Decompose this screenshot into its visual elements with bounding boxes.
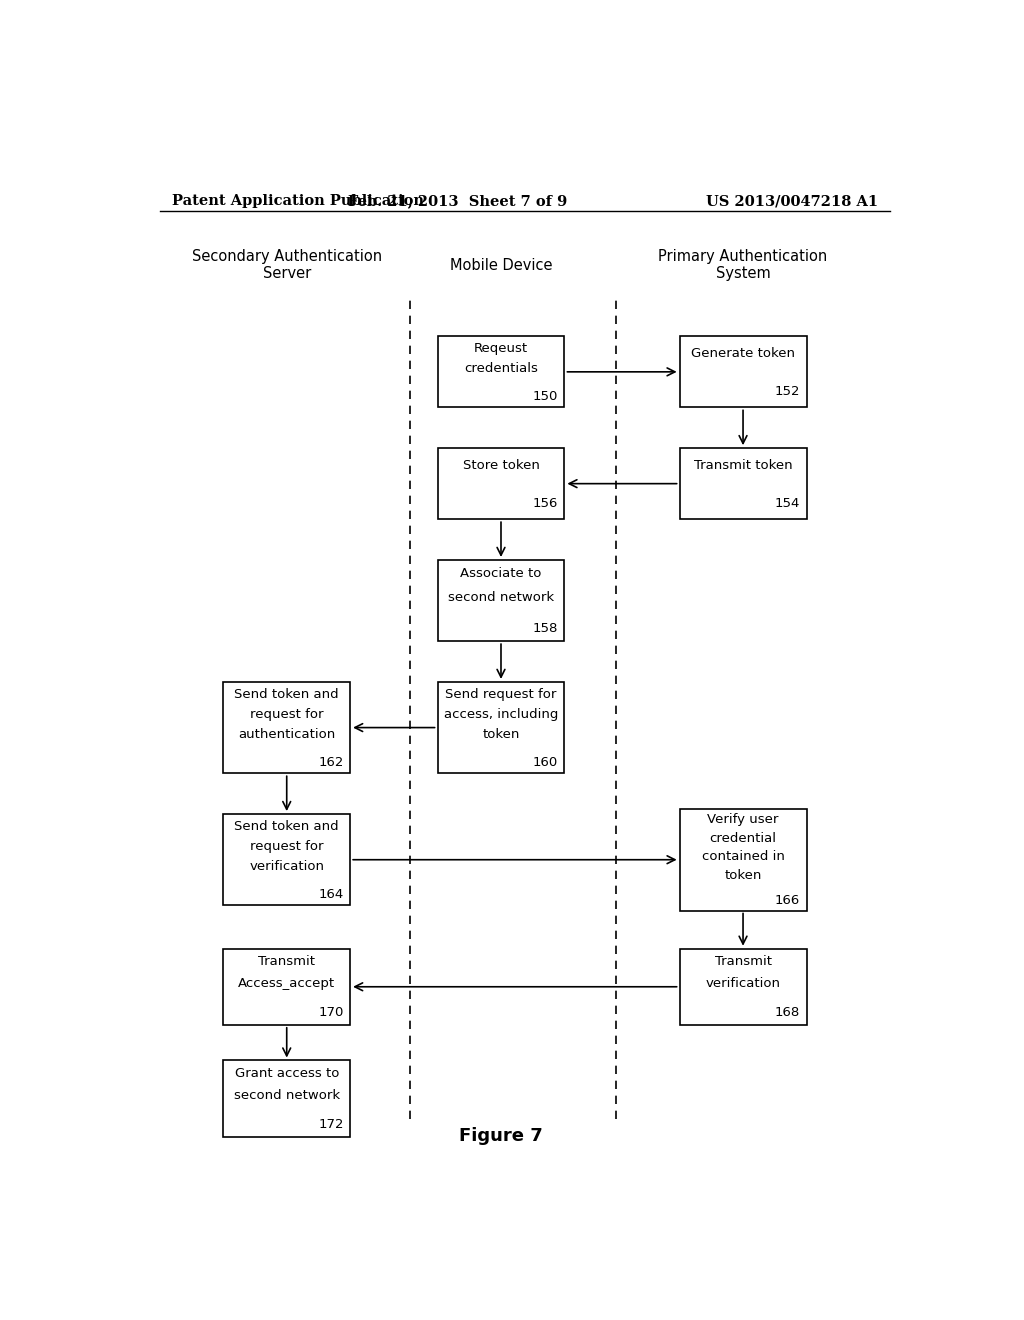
Text: 152: 152: [775, 385, 800, 399]
Text: credentials: credentials: [464, 362, 538, 375]
Bar: [437, 682, 564, 774]
Text: 164: 164: [318, 888, 344, 900]
Bar: [680, 809, 807, 911]
Bar: [223, 1060, 350, 1137]
Text: Send token and: Send token and: [234, 820, 339, 833]
Text: token: token: [724, 869, 762, 882]
Text: credential: credential: [710, 832, 776, 845]
Text: Grant access to: Grant access to: [234, 1067, 339, 1080]
Text: 150: 150: [532, 389, 558, 403]
Text: verification: verification: [249, 861, 325, 874]
Text: Figure 7: Figure 7: [459, 1127, 543, 1146]
Text: Feb. 21, 2013  Sheet 7 of 9: Feb. 21, 2013 Sheet 7 of 9: [348, 194, 567, 209]
Text: 160: 160: [532, 755, 558, 768]
Text: access, including: access, including: [443, 708, 558, 721]
Text: 166: 166: [775, 894, 800, 907]
Text: Send token and: Send token and: [234, 688, 339, 701]
Text: Transmit token: Transmit token: [693, 458, 793, 471]
Text: 158: 158: [532, 622, 558, 635]
Text: Transmit: Transmit: [258, 956, 315, 968]
Text: 172: 172: [318, 1118, 344, 1131]
Text: Transmit: Transmit: [715, 956, 771, 968]
Text: verification: verification: [706, 977, 780, 990]
Text: Access_accept: Access_accept: [239, 977, 335, 990]
Text: 162: 162: [318, 755, 344, 768]
Text: 156: 156: [532, 498, 558, 510]
Text: 170: 170: [318, 1006, 344, 1019]
Text: 168: 168: [775, 1006, 800, 1019]
Text: Store token: Store token: [463, 458, 540, 471]
Text: Send request for: Send request for: [445, 688, 557, 701]
Bar: [223, 682, 350, 774]
Bar: [223, 949, 350, 1024]
Bar: [437, 560, 564, 642]
Bar: [680, 447, 807, 519]
Text: Secondary Authentication
Server: Secondary Authentication Server: [191, 249, 382, 281]
Text: Reqeust: Reqeust: [474, 342, 528, 355]
Bar: [223, 814, 350, 906]
Bar: [437, 447, 564, 519]
Text: Associate to: Associate to: [461, 568, 542, 581]
Bar: [437, 337, 564, 408]
Bar: [680, 337, 807, 408]
Text: Mobile Device: Mobile Device: [450, 257, 552, 273]
Text: Patent Application Publication: Patent Application Publication: [172, 194, 424, 209]
Text: second network: second network: [447, 590, 554, 603]
Text: request for: request for: [250, 708, 324, 721]
Text: request for: request for: [250, 840, 324, 853]
Text: second network: second network: [233, 1089, 340, 1102]
Text: Verify user: Verify user: [708, 813, 778, 826]
Text: authentication: authentication: [239, 729, 335, 742]
Text: Generate token: Generate token: [691, 347, 795, 360]
Text: US 2013/0047218 A1: US 2013/0047218 A1: [706, 194, 878, 209]
Text: token: token: [482, 729, 519, 742]
Bar: [680, 949, 807, 1024]
Text: contained in: contained in: [701, 850, 784, 863]
Text: 154: 154: [775, 498, 800, 510]
Text: Primary Authentication
System: Primary Authentication System: [658, 249, 827, 281]
